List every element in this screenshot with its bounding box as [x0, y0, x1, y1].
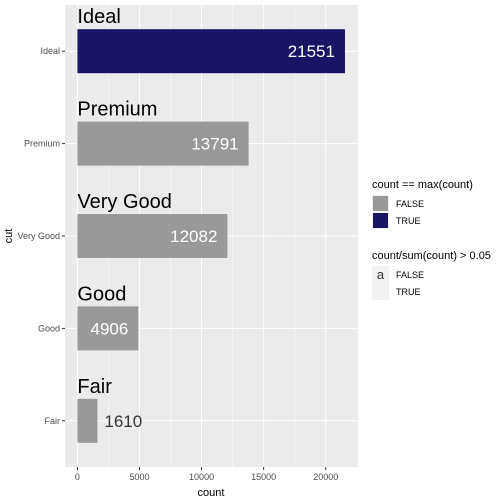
y-tick-label: Ideal	[40, 46, 60, 56]
value-label: 4906	[90, 319, 128, 338]
legend-swatch	[373, 196, 388, 211]
legend-label: FALSE	[396, 270, 424, 280]
bar-premium	[77, 121, 249, 166]
value-label: 21551	[288, 42, 335, 61]
x-tick-label: 15000	[251, 472, 276, 482]
y-tick-label: Fair	[45, 416, 61, 426]
bar-ideal	[77, 29, 345, 74]
x-tick-label: 5000	[129, 472, 149, 482]
y-tick-label: Very Good	[17, 231, 60, 241]
value-label: 1610	[104, 412, 142, 431]
legend-label: TRUE	[396, 287, 421, 297]
legend-title: count == max(count)	[372, 179, 473, 191]
legend-label: TRUE	[396, 216, 421, 226]
legend-swatch	[373, 213, 388, 228]
x-tick-label: 10000	[189, 472, 214, 482]
y-axis: Ideal Premium Very Good Good Fair	[17, 46, 65, 426]
y-tick-label: Good	[38, 323, 60, 333]
legends: count == max(count) FALSE TRUE count/sum(co…	[372, 179, 491, 300]
bar-fair	[77, 398, 98, 443]
legend-key-glyph: a	[377, 267, 385, 282]
value-labels: 21551 13791 12082 4906 1610	[90, 42, 334, 431]
legend-title: count/sum(count) > 0.05	[372, 250, 491, 262]
legend-key-bg	[372, 283, 389, 300]
category-titles: Ideal Premium Very Good Good Fair	[77, 6, 172, 398]
value-label: 13791	[191, 135, 238, 154]
y-tick-label: Premium	[24, 139, 60, 149]
x-tick-label: 20000	[313, 472, 338, 482]
bar-good	[77, 306, 139, 351]
value-label: 12082	[170, 227, 217, 246]
x-axis: 0 5000 10000 15000 20000	[75, 467, 338, 482]
x-tick-label: 0	[75, 472, 80, 482]
legend-label: FALSE	[396, 199, 424, 209]
bars	[77, 29, 345, 443]
category-title: Fair	[77, 376, 112, 398]
x-axis-title: count	[198, 487, 225, 499]
category-title: Premium	[77, 99, 157, 121]
y-axis-title: cut	[3, 229, 15, 244]
category-title: Ideal	[77, 6, 120, 28]
bar-very-good	[77, 214, 228, 258]
category-title: Good	[77, 283, 126, 305]
category-title: Very Good	[77, 191, 172, 213]
legend-key-bg	[372, 266, 389, 283]
